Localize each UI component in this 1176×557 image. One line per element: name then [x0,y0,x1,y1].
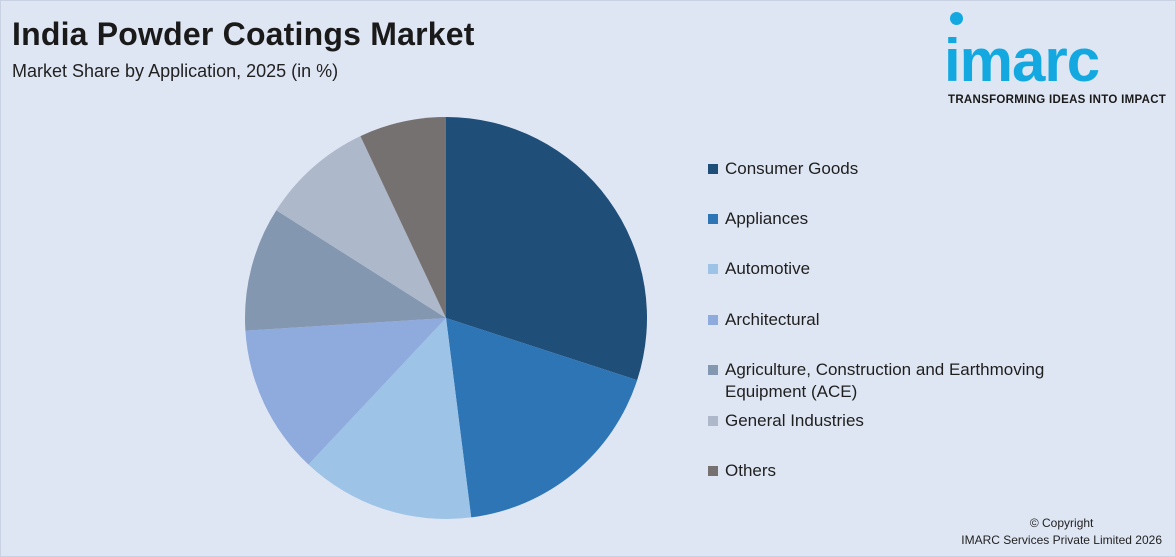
legend-swatch [708,164,718,174]
pie-slice-others [360,117,446,318]
legend-label: Architectural [725,310,820,329]
legend-label: Consumer Goods [725,159,859,178]
legend-swatch [708,214,718,224]
pie-slice-general-industries [276,136,446,318]
legend-swatch [708,466,718,476]
page-subtitle: Market Share by Application, 2025 (in %) [12,61,339,81]
pie-slice-architectural [245,318,446,465]
logo-wordmark: imarc [944,27,1100,94]
legend-label: Appliances [725,209,809,228]
imarc-logo: imarc TRANSFORMING IDEAS INTO IMPACT [944,10,1170,110]
legend-swatch [708,264,718,274]
legend-item: Agriculture, Construction and Earthmovin… [708,359,1075,403]
pie-slice-automotive [308,318,472,520]
legend-item: Automotive [708,258,1075,280]
legend-label: Automotive [725,259,811,278]
footer-copyright: © Copyright IMARC Services Private Limit… [961,515,1162,549]
page-title: India Powder Coatings Market [12,16,475,52]
legend-swatch [708,365,718,375]
logo-dot-icon [950,12,963,25]
legend-item: Architectural [708,309,1075,331]
legend-item: Consumer Goods [708,158,1075,180]
legend-item: Others [708,460,1075,482]
copyright-line: © Copyright [1029,516,1094,530]
pie-slice-agriculture-construction-and-earthmoving-equipment-ace [245,210,446,331]
legend-swatch [708,416,718,426]
company-line: IMARC Services Private Limited 2026 [961,533,1162,547]
pie-chart [245,117,647,520]
logo-tagline: TRANSFORMING IDEAS INTO IMPACT [948,94,1167,106]
pie-slices [245,117,647,520]
legend-label: Agriculture, Construction and Earthmovin… [725,360,1045,401]
legend-item: Appliances [708,208,1075,230]
legend-label: Others [725,461,777,480]
pie-slice-appliances [446,318,638,518]
legend-label: General Industries [725,411,864,430]
legend-item: General Industries [708,410,1075,432]
pie-slice-consumer-goods [446,117,647,381]
legend-swatch [708,315,718,325]
